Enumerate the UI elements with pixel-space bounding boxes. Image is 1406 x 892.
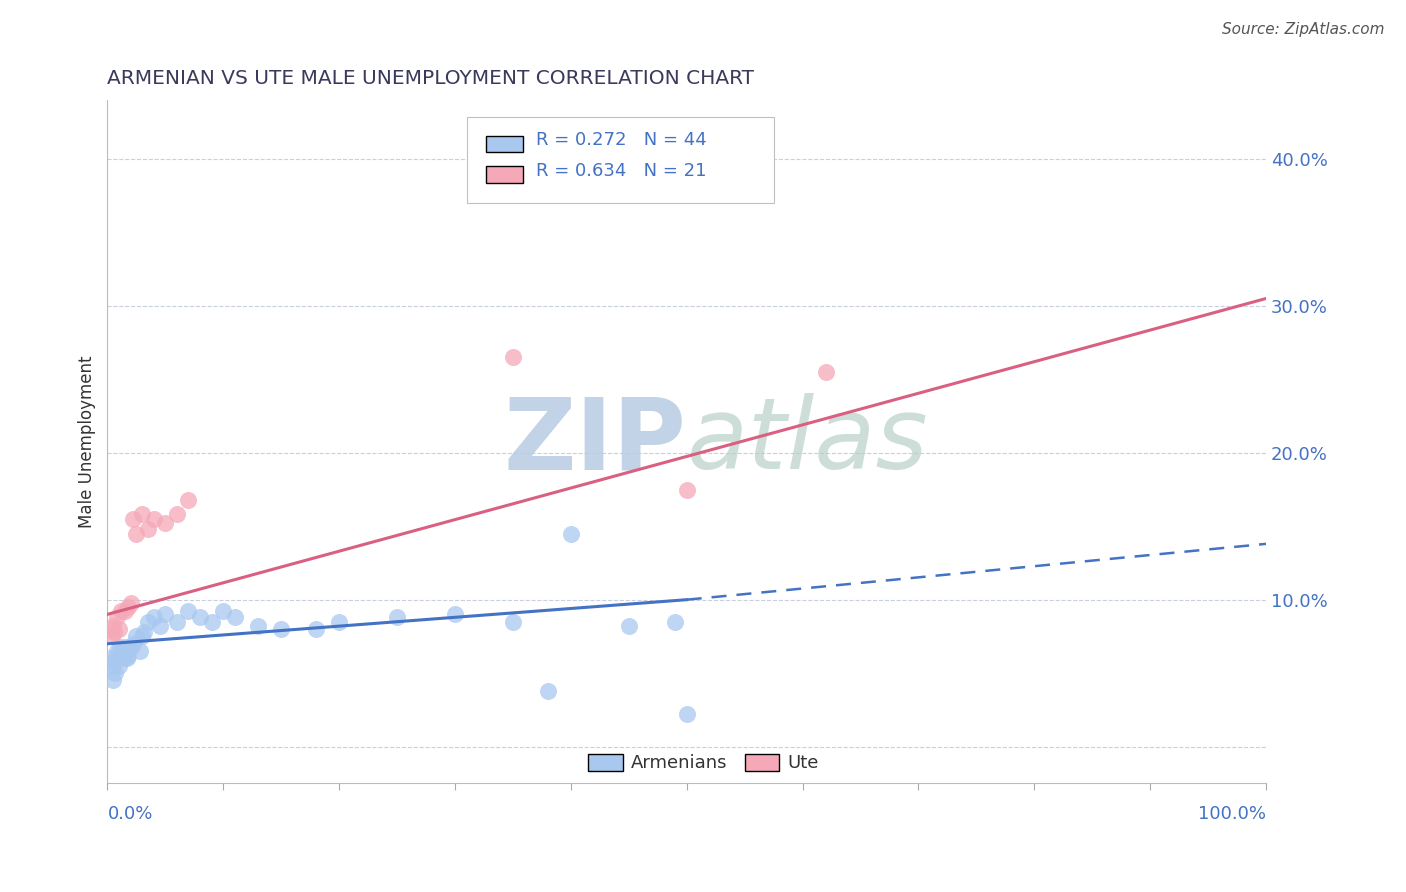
Point: [814, 365, 837, 379]
Text: R = 0.272   N = 44: R = 0.272 N = 44: [536, 131, 707, 149]
Point: [110, 648, 132, 663]
Point: [188, 610, 211, 624]
Point: [101, 673, 124, 688]
Point: [112, 651, 135, 665]
Point: [100, 622, 122, 636]
Point: [108, 658, 131, 673]
Point: [246, 619, 269, 633]
FancyBboxPatch shape: [486, 136, 523, 153]
Text: ZIP: ZIP: [503, 393, 686, 491]
Point: [110, 604, 132, 618]
Point: [131, 629, 153, 643]
Point: [114, 640, 136, 654]
Point: [328, 615, 350, 629]
Point: [502, 351, 524, 365]
Point: [224, 610, 246, 624]
Point: [115, 644, 138, 658]
Point: [108, 640, 131, 654]
Point: [142, 610, 165, 624]
FancyBboxPatch shape: [745, 754, 779, 771]
Point: [103, 625, 125, 640]
Point: [122, 512, 145, 526]
Point: [120, 596, 142, 610]
Text: Ute: Ute: [787, 754, 818, 772]
Point: [177, 604, 200, 618]
FancyBboxPatch shape: [467, 117, 773, 202]
Point: [212, 604, 235, 618]
Point: [108, 622, 131, 636]
Point: [125, 629, 148, 643]
Point: [155, 607, 177, 622]
Point: [122, 637, 145, 651]
Point: [675, 483, 697, 497]
Point: [105, 644, 128, 658]
Y-axis label: Male Unemployment: Male Unemployment: [79, 356, 96, 528]
Point: [166, 615, 188, 629]
Point: [103, 654, 125, 668]
Point: [270, 622, 292, 636]
Text: 0.0%: 0.0%: [107, 805, 153, 823]
Text: atlas: atlas: [686, 393, 928, 491]
Text: 100.0%: 100.0%: [1198, 805, 1265, 823]
Point: [114, 604, 136, 618]
Point: [117, 648, 139, 663]
Point: [444, 607, 467, 622]
Point: [136, 615, 159, 629]
Point: [305, 622, 328, 636]
Point: [537, 683, 560, 698]
Point: [120, 640, 142, 654]
Point: [385, 610, 408, 624]
Point: [136, 522, 159, 536]
Point: [201, 615, 224, 629]
Point: [104, 666, 127, 681]
Text: R = 0.634   N = 21: R = 0.634 N = 21: [536, 161, 707, 179]
Text: ARMENIAN VS UTE MALE UNEMPLOYMENT CORRELATION CHART: ARMENIAN VS UTE MALE UNEMPLOYMENT CORREL…: [107, 69, 755, 87]
Point: [148, 619, 170, 633]
Point: [105, 610, 128, 624]
Point: [101, 658, 124, 673]
Point: [107, 651, 129, 665]
Point: [111, 644, 134, 658]
Point: [100, 651, 122, 665]
Point: [166, 508, 188, 522]
Point: [142, 512, 165, 526]
Point: [117, 600, 139, 615]
Point: [101, 629, 124, 643]
Point: [128, 644, 150, 658]
Point: [675, 707, 697, 722]
Point: [131, 508, 153, 522]
Point: [617, 619, 640, 633]
Point: [115, 651, 138, 665]
Point: [664, 615, 686, 629]
Point: [101, 619, 124, 633]
Point: [134, 625, 156, 640]
Point: [177, 492, 200, 507]
Point: [155, 516, 177, 531]
Point: [560, 526, 582, 541]
Point: [125, 526, 148, 541]
FancyBboxPatch shape: [486, 167, 523, 183]
Text: Armenians: Armenians: [631, 754, 727, 772]
Point: [502, 615, 524, 629]
Text: Source: ZipAtlas.com: Source: ZipAtlas.com: [1222, 22, 1385, 37]
FancyBboxPatch shape: [588, 754, 623, 771]
